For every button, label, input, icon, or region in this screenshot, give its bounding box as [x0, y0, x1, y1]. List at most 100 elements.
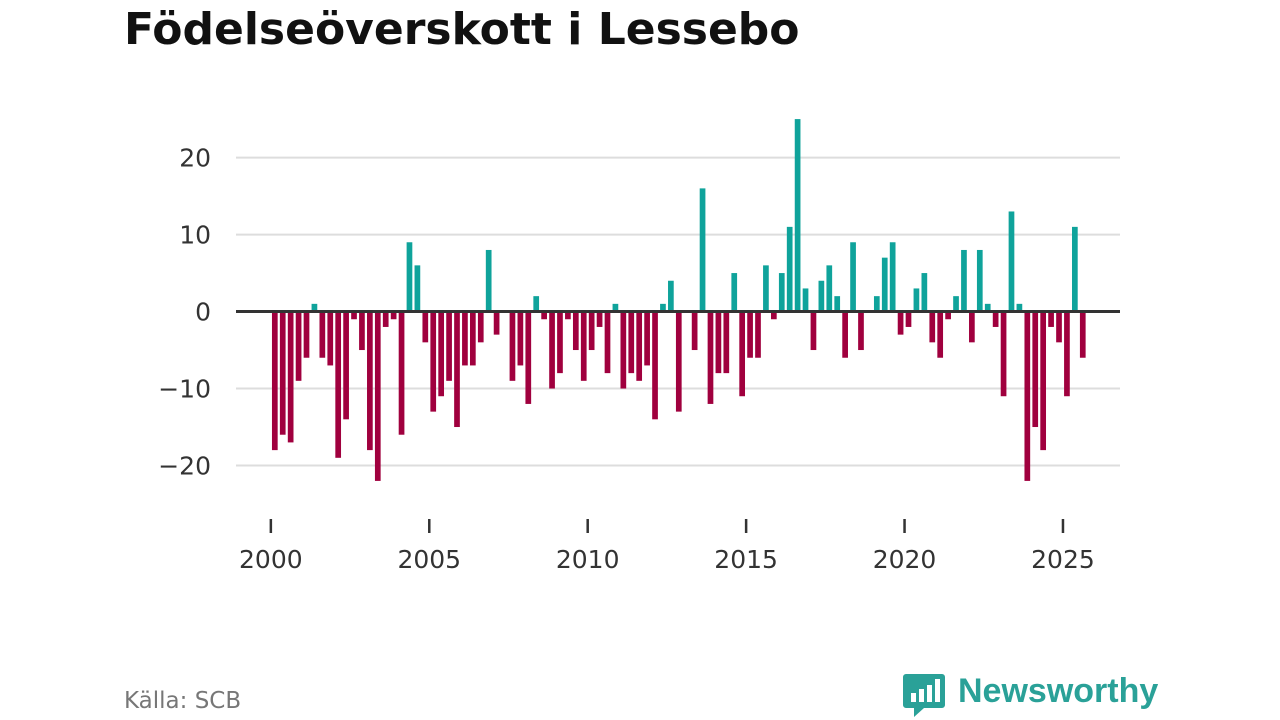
bar — [382, 311, 389, 327]
bar — [1024, 311, 1031, 481]
bar — [969, 311, 975, 343]
bar — [652, 311, 658, 420]
bar — [279, 311, 286, 435]
bar — [850, 242, 856, 312]
y-tick-label: 0 — [195, 298, 211, 327]
bar — [723, 311, 730, 374]
newsworthy-logo-icon — [903, 674, 945, 717]
x-tick-label: 2020 — [873, 545, 937, 574]
bar — [881, 257, 888, 312]
bars — [271, 119, 1086, 481]
bar — [517, 311, 524, 366]
bar — [818, 280, 825, 312]
bar — [992, 311, 999, 327]
bar — [572, 311, 579, 351]
bar — [343, 311, 349, 420]
x-tick-label: 2025 — [1031, 545, 1095, 574]
bar — [628, 311, 635, 374]
bar — [644, 311, 650, 366]
bar — [668, 280, 674, 312]
bar — [1016, 303, 1023, 312]
bar — [319, 311, 326, 358]
bar — [295, 311, 302, 381]
bar — [588, 311, 595, 351]
bar — [715, 311, 722, 374]
x-tick-label: 2010 — [556, 545, 620, 574]
bar — [660, 303, 666, 312]
bar — [707, 311, 714, 404]
bar — [826, 265, 833, 312]
chart-title: Födelseöverskott i Lessebo — [124, 4, 800, 55]
bar — [1072, 226, 1078, 312]
bar — [1079, 311, 1086, 358]
bar — [533, 296, 540, 312]
bar — [398, 311, 405, 435]
bar — [937, 311, 944, 358]
bar — [913, 288, 920, 312]
x-tick-label: 2000 — [239, 545, 303, 574]
bar — [794, 119, 801, 312]
bar — [549, 311, 555, 389]
bar — [406, 242, 413, 312]
bar — [541, 311, 547, 320]
bar — [422, 311, 429, 343]
bar — [802, 288, 809, 312]
bar — [477, 311, 484, 343]
y-tick-label: −20 — [158, 452, 211, 481]
bar — [430, 311, 437, 412]
bar — [858, 311, 864, 351]
bar — [763, 265, 769, 312]
bar — [271, 311, 278, 451]
bar — [1032, 311, 1039, 428]
bar — [897, 311, 904, 335]
bar — [834, 296, 841, 312]
bar — [620, 311, 627, 389]
bar — [699, 188, 706, 312]
bar — [303, 311, 310, 358]
bar — [731, 273, 738, 312]
bar — [359, 311, 365, 351]
bar — [945, 311, 951, 320]
bar — [438, 311, 445, 397]
bar — [786, 226, 793, 312]
bar — [462, 311, 468, 366]
bar — [311, 303, 318, 312]
bar — [810, 311, 817, 351]
bar — [390, 311, 397, 320]
bar — [469, 311, 476, 366]
bar — [287, 311, 294, 443]
bar — [454, 311, 460, 428]
bar — [755, 311, 761, 358]
x-tick-label: 2015 — [714, 545, 778, 574]
bar — [335, 311, 342, 458]
y-tick-label: 20 — [179, 144, 211, 173]
bar — [770, 311, 777, 320]
bar — [747, 311, 753, 358]
bar — [675, 311, 682, 412]
bar — [1040, 311, 1047, 451]
bar — [739, 311, 746, 397]
bar — [636, 311, 643, 381]
bar — [905, 311, 912, 327]
bar — [493, 311, 500, 335]
bar — [446, 311, 452, 381]
bar — [580, 311, 587, 381]
source-note: Källa: SCB — [124, 688, 242, 714]
bar — [509, 311, 516, 381]
bar — [953, 296, 959, 312]
bar — [1048, 311, 1054, 327]
bar — [842, 311, 848, 358]
bar — [1000, 311, 1007, 397]
bar — [374, 311, 381, 481]
bar — [351, 311, 357, 320]
bar — [604, 311, 611, 374]
bar — [485, 249, 492, 312]
bar — [1064, 311, 1070, 397]
bar — [929, 311, 936, 343]
bar — [414, 265, 421, 312]
bar — [1008, 211, 1015, 312]
bar — [961, 249, 967, 312]
x-tick-label: 2005 — [397, 545, 461, 574]
y-tick-label: 10 — [179, 221, 211, 250]
